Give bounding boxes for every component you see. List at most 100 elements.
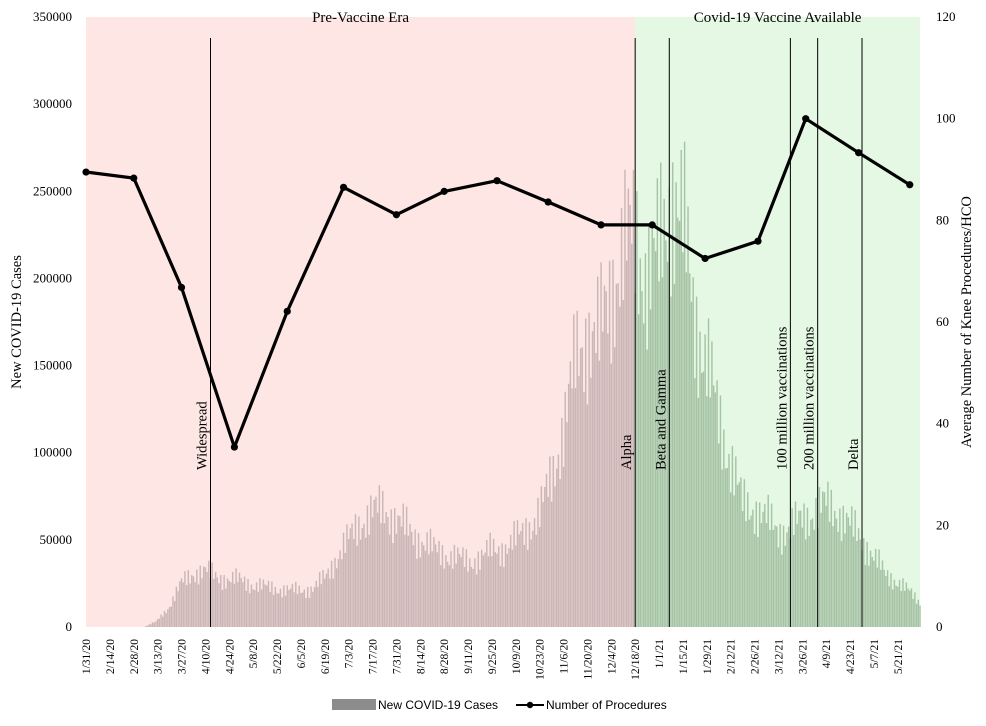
case-bar (678, 220, 681, 627)
case-bar (376, 512, 379, 627)
case-bar (356, 545, 358, 627)
case-bar (370, 495, 372, 627)
x-tick-label: 2/12/21 (726, 639, 738, 674)
x-tick-label: 4/24/20 (224, 639, 236, 674)
x-tick-label: 6/19/20 (320, 639, 332, 674)
case-bar (322, 570, 324, 627)
case-bar (220, 575, 222, 627)
case-bar (837, 531, 839, 627)
case-bar (753, 533, 756, 627)
case-bar (412, 545, 415, 627)
case-bar (414, 529, 416, 627)
case-bar (197, 584, 200, 627)
case-bar (738, 482, 740, 627)
case-bar (296, 594, 299, 627)
case-bar (845, 512, 848, 627)
case-bar (735, 456, 737, 627)
x-tick-label: 5/21/21 (893, 639, 905, 674)
case-bar (752, 509, 754, 627)
case-bar (661, 277, 664, 627)
case-bar (898, 580, 901, 627)
case-bar (782, 525, 785, 627)
case-bar (562, 466, 565, 627)
case-bar (235, 568, 237, 627)
case-bar (506, 553, 508, 627)
case-bar (247, 578, 249, 627)
case-bar (781, 554, 783, 627)
x-tick-label: 2/28/20 (129, 639, 141, 674)
x-tick-label: 3/12/21 (773, 639, 785, 674)
case-bar (511, 549, 514, 627)
case-bar (329, 578, 331, 627)
case-bar (533, 518, 536, 627)
case-bar (743, 479, 746, 627)
case-bar (160, 614, 162, 627)
case-bar (245, 590, 248, 627)
case-bar (598, 360, 601, 627)
case-bar (250, 584, 253, 627)
case-bar (542, 502, 544, 627)
case-bar (596, 276, 599, 627)
case-bar (445, 555, 447, 627)
procedures-point (906, 181, 914, 189)
case-bar (399, 516, 401, 627)
case-bar (663, 198, 665, 627)
case-bar (745, 521, 747, 627)
case-bar (550, 501, 553, 627)
case-bar (262, 579, 265, 627)
case-bar (590, 377, 592, 627)
x-tick-label: 4/23/21 (845, 639, 857, 674)
case-bar (557, 454, 560, 627)
case-bar (489, 532, 491, 627)
case-bar (162, 616, 164, 627)
case-bar (567, 383, 570, 627)
case-bar (538, 527, 541, 627)
case-bar (318, 571, 321, 627)
case-bar (883, 569, 885, 627)
case-bar (811, 518, 814, 627)
case-bar (308, 597, 311, 627)
case-bar (532, 530, 534, 627)
case-bar (670, 296, 672, 627)
case-bar (168, 606, 171, 627)
case-bar (637, 314, 640, 627)
case-bar (503, 567, 505, 627)
case-bar (859, 539, 862, 627)
case-bar (917, 599, 920, 627)
case-bar (695, 296, 698, 627)
y-left-tick-label: 150000 (33, 358, 72, 373)
case-bar (453, 544, 456, 627)
case-bar (573, 314, 575, 627)
case-bar (307, 586, 309, 627)
case-bar (644, 253, 647, 627)
case-bar (194, 582, 196, 627)
x-tick-label: 12/18/20 (630, 639, 642, 680)
case-bar (347, 539, 350, 627)
case-bar (359, 539, 362, 627)
case-bar (492, 538, 495, 627)
case-bar (891, 589, 894, 627)
case-bar (890, 573, 892, 627)
case-bar (467, 571, 469, 627)
case-bar (675, 182, 677, 627)
case-bar (857, 528, 860, 627)
case-bar (779, 523, 781, 627)
case-bar (426, 532, 428, 627)
y-right-tick-label: 20 (936, 517, 949, 532)
case-bar (259, 578, 261, 627)
case-bar (786, 532, 788, 627)
y-left-axis-title: New COVID-19 Cases (9, 255, 25, 389)
procedures-point (339, 183, 348, 191)
case-bar (903, 590, 906, 627)
case-bar (346, 524, 348, 627)
case-bar (658, 281, 660, 627)
case-bar (390, 509, 393, 627)
case-bar (179, 581, 181, 627)
case-bar (579, 348, 582, 627)
x-tick-label: 3/26/21 (797, 639, 809, 674)
case-bar (905, 582, 908, 627)
case-bar (876, 567, 879, 627)
case-bar (378, 485, 381, 627)
legend: New COVID-19 Cases Number of Procedures (332, 698, 667, 712)
x-tick-label: 1/31/20 (81, 639, 93, 674)
